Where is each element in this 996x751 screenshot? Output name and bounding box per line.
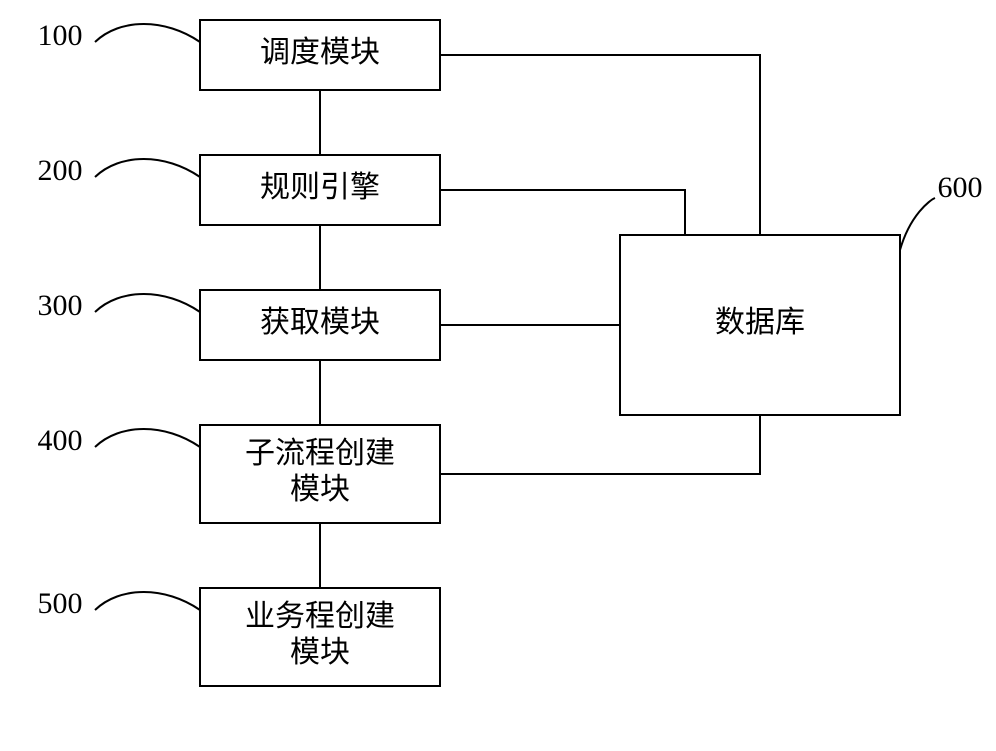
node-label: 规则引擎 [260,171,380,204]
callout-curve [900,198,935,250]
block-diagram: 调度模块规则引擎获取模块子流程创建模块业务程创建模块数据库 1002003004… [0,0,996,751]
callout-label: 500 [38,587,83,620]
callout-label: 300 [38,289,83,322]
callout-curve [95,429,200,447]
node-label: 模块 [290,473,350,506]
node-label: 获取模块 [260,306,380,339]
callout-curve [95,24,200,42]
node-label: 子流程创建 [245,437,395,470]
callout-label: 100 [38,19,83,52]
callout-n100: 100 [38,19,201,52]
callout-curve [95,159,200,177]
edge-n100-n600 [440,55,760,235]
nodes: 调度模块规则引擎获取模块子流程创建模块业务程创建模块数据库 [200,20,900,686]
callout-n300: 300 [38,289,201,322]
node-n600: 数据库 [620,235,900,415]
callout-label: 400 [38,424,83,457]
callout-n400: 400 [38,424,201,457]
node-label: 业务程创建 [245,600,395,633]
callout-curve [95,294,200,312]
node-n200: 规则引擎 [200,155,440,225]
callout-label: 600 [938,171,983,204]
node-n400: 子流程创建模块 [200,425,440,523]
node-label: 调度模块 [260,36,380,69]
edge-n200-n600 [440,190,685,235]
node-label: 模块 [290,636,350,669]
callout-label: 200 [38,154,83,187]
edge-n400-n600 [440,415,760,474]
callout-n600: 600 [900,171,983,250]
node-n500: 业务程创建模块 [200,588,440,686]
callout-n500: 500 [38,587,201,620]
node-n300: 获取模块 [200,290,440,360]
callout-n200: 200 [38,154,201,187]
node-label: 数据库 [715,306,805,339]
node-n100: 调度模块 [200,20,440,90]
callout-curve [95,592,200,610]
